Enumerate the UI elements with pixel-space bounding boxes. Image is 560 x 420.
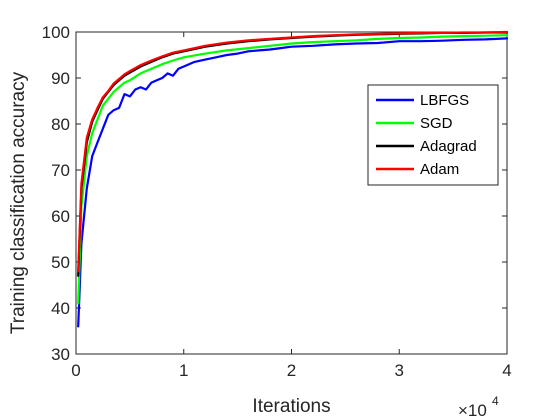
legend-label-adagrad: Adagrad xyxy=(420,138,477,155)
x-tick-label: 3 xyxy=(395,361,404,380)
ticks: 0 1 2 3 4 30 40 50 60 70 80 90 100 xyxy=(42,23,512,380)
x-tick-label: 2 xyxy=(287,361,296,380)
x-axis-exponent-base: ×10 xyxy=(458,401,487,420)
x-tick-label: 1 xyxy=(179,361,188,380)
legend: LBFGS SGD Adagrad Adam xyxy=(367,84,499,186)
legend-label-sgd: SGD xyxy=(420,115,453,132)
x-tick-label: 4 xyxy=(502,361,511,380)
x-axis-exponent-power: 4 xyxy=(492,394,499,408)
y-tick-label: 40 xyxy=(51,299,70,318)
y-tick-label: 80 xyxy=(51,115,70,134)
y-axis-label: Training classification accuracy xyxy=(8,71,29,334)
x-axis-exponent: ×10 4 xyxy=(458,394,499,420)
legend-label-lbfgs: LBFGS xyxy=(420,92,469,109)
series-line-lbfgs xyxy=(77,37,509,328)
y-tick-label: 100 xyxy=(42,23,70,42)
series-line-sgd xyxy=(77,34,509,305)
y-tick-label: 50 xyxy=(51,253,70,272)
legend-label-adam: Adam xyxy=(420,161,459,178)
y-tick-label: 90 xyxy=(51,69,70,88)
y-tick-label: 30 xyxy=(51,345,70,364)
plot-area xyxy=(76,32,507,354)
plot-background xyxy=(76,32,507,354)
x-axis-label: Iterations xyxy=(252,396,330,417)
y-tick-label: 70 xyxy=(51,161,70,180)
series-line-adam xyxy=(77,30,509,273)
x-tick-label: 0 xyxy=(71,361,80,380)
series-lines xyxy=(77,30,509,328)
y-tick-label: 60 xyxy=(51,207,70,226)
